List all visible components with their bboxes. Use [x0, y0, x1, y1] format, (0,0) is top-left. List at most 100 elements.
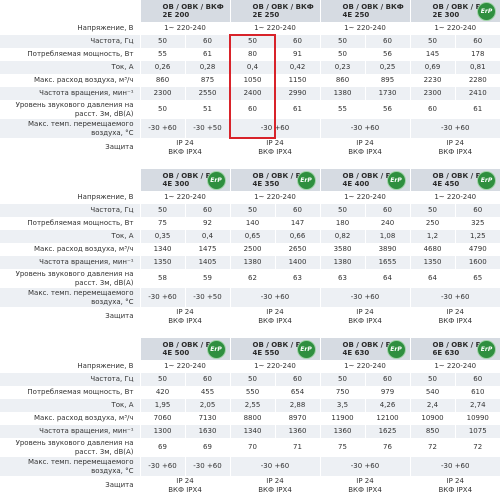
value-cell: 0,65 [229, 230, 275, 243]
value-cell: 1350 [139, 256, 185, 269]
model-series: ОВ / ОВК / ВКФ [162, 2, 224, 11]
spec-row: Ток, А 0,26 0,28 0,4 0,42 0,23 0,25 0,69 0,81 [0, 61, 500, 74]
model-header: ОВ / ОВК / ВКФ 4Е 630 ErP [319, 338, 410, 360]
value-cell: 76 [364, 438, 410, 457]
row-label: Частота, Гц [0, 204, 140, 217]
value-cell: -30 +60 [409, 288, 500, 307]
value-cell: IP 24 ВКФ IPX4 [139, 476, 230, 495]
spec-row: Макс. темп. перемещаемого воздуха, °C -30… [0, 119, 500, 138]
model-series: ОВ / ОВК / ВКФ [342, 171, 404, 180]
value-cell: -30 +60 [184, 457, 230, 476]
row-label: Частота вращения, мин⁻¹ [0, 87, 140, 100]
value-cell: 51 [184, 100, 230, 119]
model-header: ОВ / ОВК / ВКФ 6Е 630 ErP [409, 338, 500, 360]
value-cell: 50 [409, 373, 455, 386]
value-cell: 1~ 220-240 [319, 22, 410, 35]
value-cell: 0,82 [319, 230, 365, 243]
row-label: Потребляемая мощность, Вт [27, 388, 134, 397]
value-cell: 2400 [229, 87, 275, 100]
value-cell: 69 [184, 438, 230, 457]
spec-row: Частота, Гц 50 60 50 60 50 60 50 60 [0, 373, 500, 386]
value-cell: -30 +60 [139, 457, 185, 476]
row-label: Ток, А [0, 399, 140, 412]
value-cell: 4790 [454, 243, 500, 256]
value-cell: 4,26 [364, 399, 410, 412]
value-cell: -30 +60 [409, 457, 500, 476]
model-name: 2Е 300 [432, 11, 460, 19]
row-label: Макс. расход воздуха, м³/ч [33, 414, 134, 423]
value-cell: 60 [184, 204, 230, 217]
value-cell: 63 [274, 269, 320, 288]
model-header: ОВ / ОВК / ВКФ 4Е 350 ErP [229, 169, 320, 191]
spec-table: ОВ / ОВК / ВКФ 2Е 200 ОВ / ОВК / ВКФ 2Е 250… [0, 0, 500, 157]
value-cell: 2,05 [184, 399, 230, 412]
row-label: Макс. расход воздуха, м³/ч [33, 76, 134, 85]
value-cell: 61 [454, 100, 500, 119]
value-cell: 455 [184, 386, 230, 399]
value-cell: 50 [409, 204, 455, 217]
value-cell: 2650 [274, 243, 320, 256]
value-cell: 1600 [454, 256, 500, 269]
erp-badge: ErP [206, 171, 226, 190]
row-label: Ток, А [0, 230, 140, 243]
value-cell: IP 24 ВКФ IPX4 [229, 307, 320, 326]
corner [0, 338, 140, 360]
value-cell: 60 [364, 35, 410, 48]
value-cell: 2410 [454, 87, 500, 100]
value-cell: 1~ 220-240 [229, 191, 320, 204]
model-series: ОВ / ОВК / ВКФ [342, 2, 404, 11]
header-row: ОВ / ОВК / ВКФ 2Е 200 ОВ / ОВК / ВКФ 2Е 250… [0, 0, 500, 22]
spec-row: Частота вращения, мин⁻¹ 1300 1630 1340 1360 1… [0, 425, 500, 438]
erp-badge: ErP [386, 171, 406, 190]
model-series: ОВ / ОВК / ВКФ [342, 340, 404, 349]
value-cell: 1~ 220-240 [139, 360, 230, 373]
value-cell: 654 [274, 386, 320, 399]
value-cell: 10990 [454, 412, 500, 425]
value-cell: 550 [229, 386, 275, 399]
value-cell: -30 +60 [319, 288, 410, 307]
erp-badge: ErP [206, 340, 226, 359]
row-label: Частота вращения, мин⁻¹ [0, 256, 140, 269]
value-cell: 1~ 220-240 [319, 360, 410, 373]
value-cell: IP 24 ВКФ IPX4 [319, 138, 410, 157]
value-cell: 71 [274, 438, 320, 457]
value-cell: 0,42 [274, 61, 320, 74]
erp-badge: ErP [386, 340, 406, 359]
spec-row: Макс. расход воздуха, м³/ч 7060 7130 8800 89… [0, 412, 500, 425]
value-cell: 240 [364, 217, 410, 230]
erp-badge: ErP [477, 171, 496, 190]
row-label: Защита [105, 143, 134, 152]
value-cell: -30 +60 [319, 457, 410, 476]
value-cell: 1405 [184, 256, 230, 269]
value-cell: 1380 [229, 256, 275, 269]
value-cell: 0,26 [139, 61, 185, 74]
value-cell: 2280 [454, 74, 500, 87]
value-cell: 1360 [274, 425, 320, 438]
value-cell: 0,28 [184, 61, 230, 74]
value-cell: 61 [274, 100, 320, 119]
value-cell: 4680 [409, 243, 455, 256]
value-cell: 60 [454, 373, 500, 386]
row-label: Ток, А [0, 61, 140, 74]
value-cell: 1630 [184, 425, 230, 438]
value-cell: 140 [229, 217, 275, 230]
model-name: 4Е 300 [162, 180, 190, 188]
value-cell: 2,74 [454, 399, 500, 412]
spec-row: Макс. расход воздуха, м³/ч 1340 1475 2500 26… [0, 243, 500, 256]
value-cell: 2230 [409, 74, 455, 87]
header-row: ОВ / ОВК / ВКФ 4Е 300 ErP ОВ / ОВК / ВКФ 4Е … [0, 169, 500, 191]
value-cell: 2,55 [229, 399, 275, 412]
model-name: 4Е 630 [342, 349, 370, 357]
value-cell: IP 24 ВКФ IPX4 [319, 307, 410, 326]
model-series: ОВ / ОВК / ВКФ [252, 2, 314, 11]
value-cell: 1625 [364, 425, 410, 438]
model-header: ОВ / ОВК / ВКФ 2Е 250 [229, 0, 320, 22]
value-cell: 59 [184, 269, 230, 288]
value-cell: 3,5 [319, 399, 365, 412]
value-cell: 1~ 220-240 [229, 360, 320, 373]
value-cell: 60 [274, 35, 320, 48]
erp-badge: ErP [477, 340, 496, 359]
value-cell: 1300 [139, 425, 185, 438]
value-cell: 1150 [274, 74, 320, 87]
